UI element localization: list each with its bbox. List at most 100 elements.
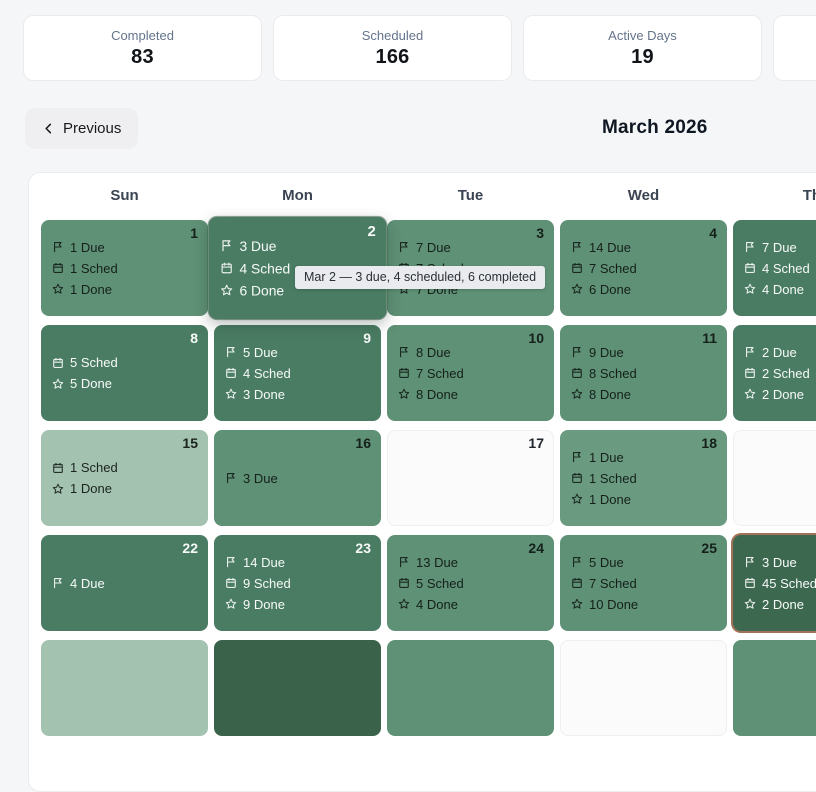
day-stat-text: 14 Due — [243, 554, 285, 570]
day-stat-text: 2 Sched — [762, 365, 810, 381]
day-stats — [387, 640, 554, 736]
month-title: March 2026 — [602, 117, 708, 138]
day-number: 16 — [355, 435, 371, 451]
day-stat-line: 1 Done — [52, 481, 208, 496]
day-stat-text: 7 Sched — [589, 575, 637, 591]
flag-icon — [571, 241, 583, 253]
day-stat-line: 45 Sched — [744, 576, 816, 591]
day-cell[interactable]: 7 Due 4 Sched 4 Done — [733, 220, 816, 316]
calendar-icon — [571, 367, 583, 379]
day-cell-8[interactable]: 8 5 Sched 5 Done — [41, 325, 208, 421]
day-stat-text: 4 Sched — [762, 260, 810, 276]
calendar-icon — [571, 262, 583, 274]
day-stats: 9 Due 8 Sched 8 Done — [560, 325, 727, 421]
day-cell-17[interactable]: 17 — [387, 430, 554, 526]
day-stat-text: 14 Due — [589, 239, 631, 255]
day-stat-line: 4 Done — [398, 597, 554, 612]
day-stats — [733, 430, 816, 526]
flag-icon — [571, 346, 583, 358]
flag-icon — [52, 241, 64, 253]
day-cell-10[interactable]: 10 8 Due 7 Sched 8 Done — [387, 325, 554, 421]
day-stat-line: 5 Done — [52, 376, 208, 391]
day-stat-text: 2 Done — [762, 596, 804, 612]
day-stat-text: 4 Due — [70, 575, 105, 591]
calendar-icon — [52, 262, 64, 274]
day-cell-15[interactable]: 15 1 Sched 1 Done — [41, 430, 208, 526]
day-cell[interactable] — [733, 640, 816, 736]
star-icon — [225, 388, 237, 400]
flag-icon — [744, 346, 756, 358]
star-icon — [744, 598, 756, 610]
day-cell-16[interactable]: 16 3 Due — [214, 430, 381, 526]
stat-card — [773, 15, 816, 81]
day-stat-line: 13 Due — [398, 555, 554, 570]
day-cell[interactable] — [733, 430, 816, 526]
day-stat-text: 1 Sched — [70, 260, 118, 276]
day-stat-text: 9 Sched — [243, 575, 291, 591]
day-stats — [214, 640, 381, 736]
day-cell-18[interactable]: 18 1 Due 1 Sched 1 Done — [560, 430, 727, 526]
day-cell[interactable] — [387, 640, 554, 736]
flag-icon — [52, 577, 64, 589]
star-icon — [571, 493, 583, 505]
day-cell[interactable]: 3 Due 45 Sched 2 Done — [733, 535, 816, 631]
stat-label: Completed — [111, 27, 174, 43]
day-stat-line: 2 Done — [744, 387, 816, 402]
day-stat-text: 10 Done — [589, 596, 639, 612]
flag-icon — [398, 556, 410, 568]
day-cell-23[interactable]: 23 14 Due 9 Sched 9 Done — [214, 535, 381, 631]
flag-icon — [225, 346, 237, 358]
day-stat-line: 3 Due — [225, 471, 381, 486]
day-cell[interactable] — [214, 640, 381, 736]
day-cell-11[interactable]: 11 9 Due 8 Sched 8 Done — [560, 325, 727, 421]
day-stat-line: 7 Sched — [571, 261, 727, 276]
star-icon — [398, 388, 410, 400]
calendar-icon — [571, 577, 583, 589]
day-cell-2[interactable]: 2 3 Due 4 Sched 6 Done — [208, 216, 387, 320]
flag-icon — [398, 346, 410, 358]
day-number: 23 — [355, 540, 371, 556]
day-headers: Sun Mon Tue Wed Thu — [41, 185, 816, 207]
day-stats: 8 Due 7 Sched 8 Done — [387, 325, 554, 421]
flag-icon — [220, 239, 233, 252]
day-stat-text: 3 Due — [762, 554, 797, 570]
day-stats: 3 Due 45 Sched 2 Done — [733, 535, 816, 631]
day-stat-text: 1 Due — [589, 449, 624, 465]
day-stat-line: 8 Done — [398, 387, 554, 402]
day-stat-line: 9 Sched — [225, 576, 381, 591]
day-cell-4[interactable]: 4 14 Due 7 Sched 6 Done — [560, 220, 727, 316]
day-cell[interactable]: 2 Due 2 Sched 2 Done — [733, 325, 816, 421]
calendar-grid: 1 1 Due 1 Sched 1 Done 2 3 Due 4 Sched 6 Done 3 7… — [41, 216, 816, 736]
day-stat-text: 5 Done — [70, 376, 112, 391]
previous-month-button[interactable]: Previous — [25, 108, 139, 149]
day-stat-line: 7 Due — [398, 240, 554, 255]
day-stat-text: 5 Due — [589, 554, 624, 570]
day-stat-line: 1 Due — [571, 450, 727, 465]
day-stats: 1 Sched 1 Done — [41, 430, 208, 526]
day-header-thu: Thu — [802, 187, 816, 204]
day-number: 17 — [528, 435, 544, 451]
day-stat-text: 13 Due — [416, 554, 458, 570]
day-cell-22[interactable]: 22 4 Due — [41, 535, 208, 631]
day-stat-line: 1 Done — [52, 282, 208, 297]
day-number: 18 — [701, 435, 717, 451]
day-cell-9[interactable]: 9 5 Due 4 Sched 3 Done — [214, 325, 381, 421]
day-cell[interactable] — [41, 640, 208, 736]
star-icon — [220, 284, 233, 297]
day-stat-line: 2 Done — [744, 597, 816, 612]
day-stats: 1 Due 1 Sched 1 Done — [560, 430, 727, 526]
star-icon — [571, 598, 583, 610]
calendar-icon — [744, 577, 756, 589]
day-stat-text: 6 Done — [589, 281, 631, 297]
day-cell-24[interactable]: 24 13 Due 5 Sched 4 Done — [387, 535, 554, 631]
day-cell-1[interactable]: 1 1 Due 1 Sched 1 Done — [41, 220, 208, 316]
day-header-tue: Tue — [457, 187, 484, 204]
day-number: 9 — [363, 330, 371, 346]
stat-card-completed: Completed 83 — [23, 15, 262, 81]
day-cell[interactable] — [560, 640, 727, 736]
star-icon — [52, 283, 64, 295]
stat-value: 83 — [131, 45, 154, 68]
day-cell-25[interactable]: 25 5 Due 7 Sched 10 Done — [560, 535, 727, 631]
day-stats: 3 Due — [214, 430, 381, 526]
day-stats: 3 Due 4 Sched 6 Done — [209, 217, 387, 319]
